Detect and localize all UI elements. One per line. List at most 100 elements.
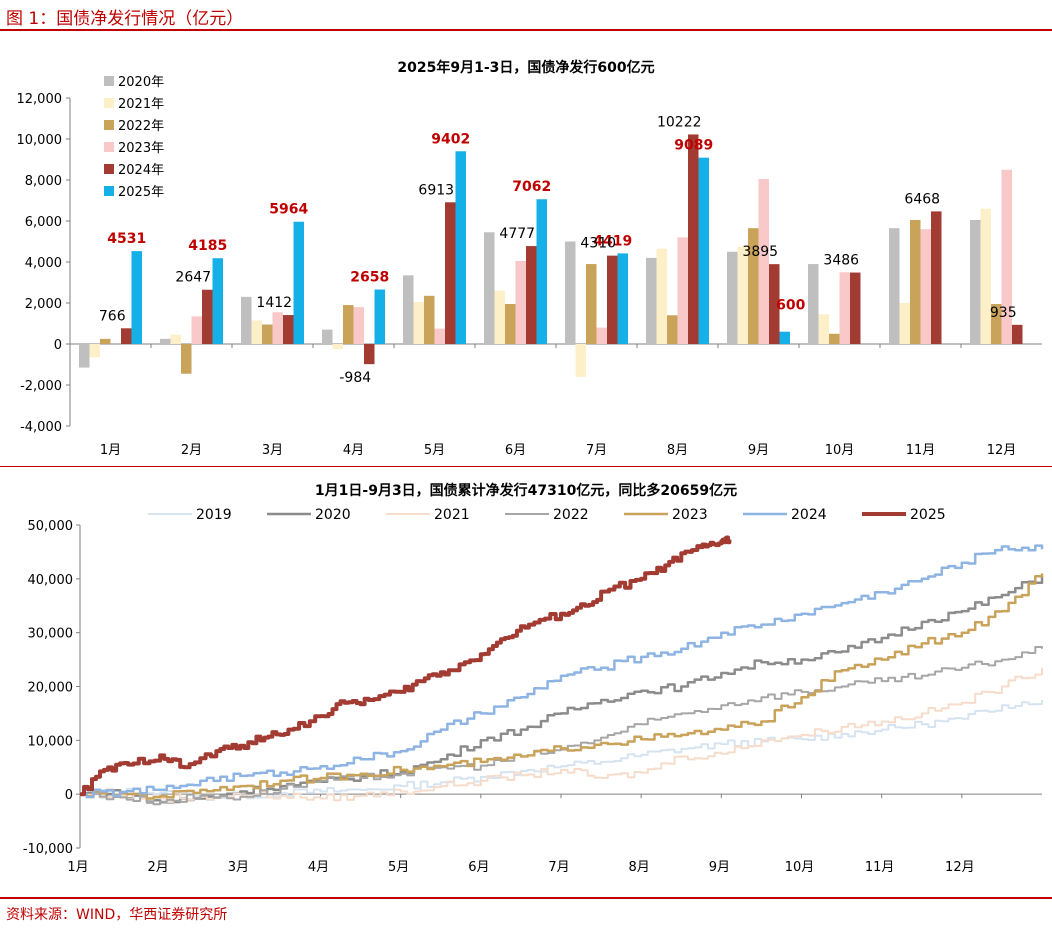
bar-2023年-5月 [434,328,445,344]
chart-title: 2025年9月1-3日，国债净发行600亿元 [397,59,654,76]
x-tick-label: 10月 [825,443,855,458]
bar-2024年-6月 [526,246,537,344]
chart-title: 1月1日-9月3日，国债累计净发行47310亿元，同比多20659亿元 [315,482,737,499]
y-tick-label: 40,000 [28,573,74,588]
x-tick-label: 2月 [181,443,202,458]
x-tick-label: 5月 [424,443,445,458]
y-tick-label: 12,000 [17,92,63,107]
bar-2023年-8月 [677,237,688,344]
data-label: 2658 [350,270,389,286]
bar-2020年-9月 [727,251,738,344]
x-tick-label: 6月 [505,443,526,458]
legend-label: 2022年 [118,119,164,134]
bar-2020年-1月 [79,344,90,368]
y-tick-label: 30,000 [28,627,74,642]
legend-swatch [104,76,114,86]
bar-2025年-2月 [212,258,223,344]
x-tick-label: 9月 [748,443,769,458]
bar-2023年-7月 [596,327,607,344]
data-label: 7062 [512,179,551,195]
bar-2024年-5月 [445,202,456,344]
y-tick-label: -2,000 [20,379,62,394]
data-label: 4185 [188,238,227,254]
series-line-2023 [80,573,1044,800]
y-tick-label: -10,000 [23,842,73,857]
bar-2025年-8月 [698,157,709,344]
x-tick-label: 4月 [308,860,329,875]
bar-2021年-11月 [899,303,910,344]
line-chart: 1月1日-9月3日，国债累计净发行47310亿元，同比多20659亿元 2019 2… [23,482,1044,875]
bar-2025年-9月 [779,331,790,344]
data-label: 9402 [431,131,470,147]
x-tick-label: 6月 [468,860,489,875]
bar-2024年-10月 [850,272,861,344]
y-tick-label: 20,000 [28,681,74,696]
bar-2024年-11月 [931,211,942,344]
bar-2025年-5月 [455,151,466,344]
legend-swatch [104,120,114,130]
series-line-2024 [80,544,1044,799]
data-label: 6468 [904,191,940,207]
bar-2021年-2月 [170,334,181,344]
x-tick-label: 8月 [629,860,650,875]
legend-label: 2023年 [118,141,164,156]
bar-2025年-3月 [293,221,304,344]
bar-2023年-6月 [515,260,526,344]
bar-2025年-4月 [374,289,385,344]
data-label: 4310 [580,236,616,252]
bar-2023年-11月 [920,229,931,344]
x-tick-label: 7月 [548,860,569,875]
bar-2020年-2月 [160,338,171,344]
legend-label: 2022 [553,507,589,523]
data-label: 4419 [593,233,632,249]
bar-2020年-6月 [484,232,495,344]
bar-2021年-6月 [494,290,505,344]
x-tick-label: 8月 [667,443,688,458]
y-tick-label: 0 [65,788,73,803]
x-tick-label: 9月 [709,860,730,875]
x-tick-label: 1月 [100,443,121,458]
bar-2020年-10月 [808,264,819,344]
x-tick-label: 5月 [388,860,409,875]
bar-2020年-5月 [403,275,414,344]
series-line-2021 [80,667,1043,803]
bar-2022年-7月 [586,264,597,344]
bar-2023年-4月 [353,307,364,344]
bar-2022年-6月 [505,304,516,344]
legend-label: 2021年 [118,97,164,112]
x-tick-label: 3月 [262,443,283,458]
legend-label: 2019 [196,507,232,523]
y-tick-label: 10,000 [17,133,63,148]
data-label: 2647 [175,270,211,286]
bar-2022年-8月 [667,315,678,344]
bar-2020年-8月 [646,257,657,344]
x-tick-label: 4月 [343,443,364,458]
bar-2021年-8月 [656,248,667,344]
legend-swatch [104,98,114,108]
y-tick-label: 6,000 [25,215,62,230]
data-label: 1412 [256,295,292,311]
bar-2024年-3月 [283,315,294,344]
legend-label: 2025年 [118,185,164,200]
bar-2024年-2月 [202,289,213,344]
legend-swatch [104,186,114,196]
bar-2020年-3月 [241,296,252,344]
bar-2023年-9月 [758,178,769,344]
bottom-rule [0,897,1052,899]
data-label: -984 [339,370,371,386]
bar-2022年-11月 [910,219,921,344]
data-label: 6913 [418,182,454,198]
bar-2024年-7月 [607,255,618,344]
data-label: 10222 [657,114,702,130]
y-tick-label: 10,000 [28,734,74,749]
bar-2022年-1月 [100,338,111,344]
bar-2023年-2月 [191,316,202,344]
y-tick-label: 4,000 [25,256,62,271]
bar-2021年-4月 [332,344,343,350]
data-label: 3486 [823,253,859,269]
bar-2024年-4月 [364,344,375,365]
data-label: 5964 [269,202,308,218]
x-tick-label: 10月 [785,860,815,875]
x-tick-label: 12月 [987,443,1017,458]
legend-label: 2021 [434,507,470,523]
